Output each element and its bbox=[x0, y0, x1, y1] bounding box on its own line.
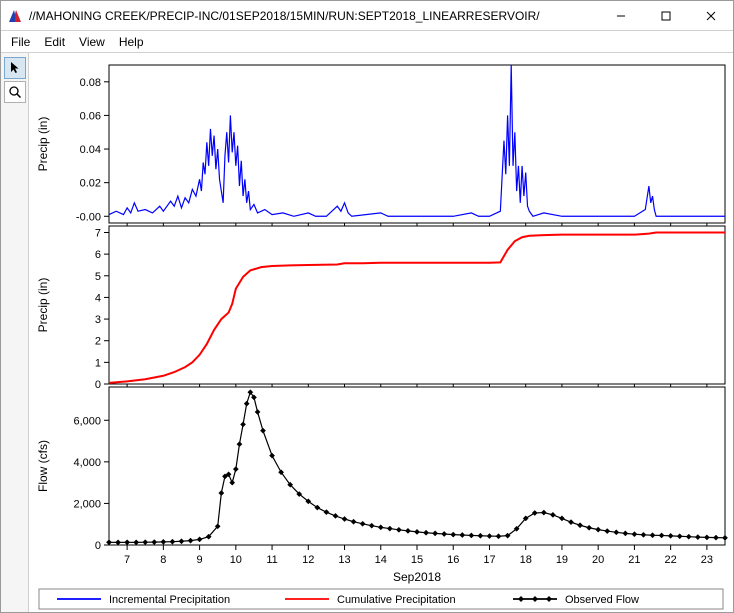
legend-label: Cumulative Precipitation bbox=[337, 594, 456, 606]
ylabel-precip_inc: Precip (in) bbox=[36, 117, 50, 172]
ytick-label: 2 bbox=[95, 336, 101, 348]
ytick-label: 5 bbox=[95, 271, 101, 283]
ylabel-precip_cum: Precip (in) bbox=[36, 278, 50, 333]
xtick-label: 22 bbox=[665, 554, 677, 566]
ylabel-flow: Flow (cfs) bbox=[36, 440, 50, 492]
ytick-label: 7 bbox=[95, 227, 101, 239]
tool-column bbox=[1, 53, 29, 612]
chart-area[interactable]: -0.000.020.040.060.08Precip (in)01234567… bbox=[29, 53, 733, 612]
xtick-label: 23 bbox=[701, 554, 713, 566]
chart-svg: -0.000.020.040.060.08Precip (in)01234567… bbox=[29, 53, 733, 611]
panel-flow bbox=[109, 387, 725, 545]
ytick-label: -0.00 bbox=[76, 211, 101, 223]
xtick-label: 19 bbox=[556, 554, 568, 566]
xtick-label: 12 bbox=[302, 554, 314, 566]
ytick-label: 1 bbox=[95, 357, 101, 369]
xtick-label: 8 bbox=[160, 554, 166, 566]
titlebar: //MAHONING CREEK/PRECIP-INC/01SEP2018/15… bbox=[1, 1, 733, 31]
xtick-label: 11 bbox=[266, 554, 277, 566]
xtick-label: 9 bbox=[197, 554, 203, 566]
content-area: -0.000.020.040.060.08Precip (in)01234567… bbox=[1, 53, 733, 612]
ytick-label: 6 bbox=[95, 249, 101, 261]
xtick-label: 14 bbox=[375, 554, 387, 566]
ytick-label: 2,000 bbox=[73, 498, 101, 510]
pointer-tool-icon bbox=[8, 61, 22, 75]
xtick-label: 16 bbox=[447, 554, 459, 566]
ytick-label: 3 bbox=[95, 314, 101, 326]
ytick-label: 4 bbox=[95, 292, 101, 304]
ytick-label: 0.04 bbox=[80, 144, 101, 156]
ytick-label: 6,000 bbox=[73, 415, 101, 427]
window-controls bbox=[598, 1, 733, 30]
menu-view[interactable]: View bbox=[73, 33, 111, 51]
xlabel: Sep2018 bbox=[393, 570, 441, 584]
ytick-label: 0 bbox=[95, 379, 101, 391]
pointer-tool-button[interactable] bbox=[4, 57, 26, 79]
xtick-label: 21 bbox=[628, 554, 640, 566]
app-window: //MAHONING CREEK/PRECIP-INC/01SEP2018/15… bbox=[0, 0, 734, 613]
zoom-tool-button[interactable] bbox=[4, 81, 26, 103]
panel-precip_cum bbox=[109, 226, 725, 384]
xtick-label: 15 bbox=[411, 554, 423, 566]
minimize-button[interactable] bbox=[598, 1, 643, 30]
xtick-label: 10 bbox=[230, 554, 242, 566]
close-button[interactable] bbox=[688, 1, 733, 30]
xtick-label: 18 bbox=[520, 554, 532, 566]
ytick-label: 4,000 bbox=[73, 457, 101, 469]
xtick-label: 13 bbox=[338, 554, 350, 566]
ytick-label: 0.06 bbox=[80, 110, 101, 122]
window-title: //MAHONING CREEK/PRECIP-INC/01SEP2018/15… bbox=[29, 9, 598, 23]
xtick-label: 20 bbox=[592, 554, 604, 566]
menu-edit[interactable]: Edit bbox=[38, 33, 71, 51]
ytick-label: 0.02 bbox=[80, 178, 101, 190]
app-icon bbox=[7, 8, 23, 24]
ytick-label: 0 bbox=[95, 540, 101, 552]
menu-file[interactable]: File bbox=[5, 33, 36, 51]
legend-label: Observed Flow bbox=[565, 594, 639, 606]
legend-label: Incremental Precipitation bbox=[109, 594, 230, 606]
zoom-tool-icon bbox=[8, 85, 22, 99]
xtick-label: 17 bbox=[483, 554, 495, 566]
menubar: File Edit View Help bbox=[1, 31, 733, 53]
panel-precip_inc bbox=[109, 65, 725, 223]
menu-help[interactable]: Help bbox=[113, 33, 150, 51]
xtick-label: 7 bbox=[124, 554, 130, 566]
ytick-label: 0.08 bbox=[80, 77, 101, 89]
maximize-button[interactable] bbox=[643, 1, 688, 30]
